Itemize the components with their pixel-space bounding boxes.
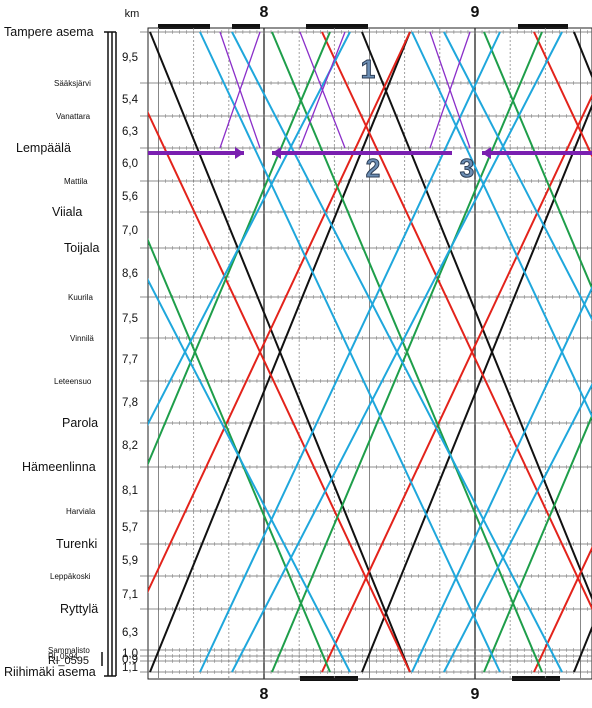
- station-label: Rl_0594: [48, 652, 78, 661]
- station-label: Sääksjärvi: [54, 79, 91, 88]
- train-path: [149, 31, 411, 673]
- km-distance-label: 7,0: [122, 225, 138, 237]
- km-distance-label: 7,1: [122, 589, 138, 601]
- station-label: Vinnilä: [70, 334, 94, 343]
- train-path: [429, 31, 471, 149]
- arrow-head: [482, 147, 491, 159]
- km-distance-label: 6,3: [122, 126, 138, 138]
- train-path: [411, 285, 592, 673]
- timeline-segment: [158, 24, 210, 29]
- train-path: [299, 31, 346, 149]
- station-labels: Tampere asema Sääksjärvi Vanattara Lempäälä…: [4, 25, 99, 679]
- km-header: km: [125, 8, 140, 20]
- km-distance-label: 6,0: [122, 158, 138, 170]
- plot-grid: [140, 27, 592, 680]
- train-path: [321, 93, 592, 673]
- km-labels: 9,5 5,4 6,3 6,0 5,6 7,0 8,6 7,5 7,7 7,8 8,2 8,1 5,7 5…: [122, 52, 139, 674]
- station-label: Ryttylä: [60, 602, 98, 616]
- km-distance-label: 8,6: [122, 268, 138, 280]
- station-label: Kuurila: [68, 293, 93, 302]
- train-path: [148, 31, 411, 594]
- station-label: Turenki: [56, 537, 97, 551]
- timeline-segment: [306, 24, 368, 29]
- station-label: Leteensuo: [54, 377, 92, 386]
- train-paths: [148, 31, 592, 673]
- km-distance-label: 7,7: [122, 354, 138, 366]
- km-distance-label: 5,6: [122, 191, 138, 203]
- callout-2: 2: [366, 153, 380, 183]
- km-distance-label: 9,5: [122, 52, 138, 64]
- timeline-segment: [232, 24, 260, 29]
- station-label: Vanattara: [56, 112, 91, 121]
- km-distance-label: 8,1: [122, 485, 138, 497]
- callout-3: 3: [460, 153, 474, 183]
- station-label: Toijala: [64, 241, 99, 255]
- train-path: [361, 103, 592, 673]
- hour-label-top-8: 8: [260, 4, 269, 21]
- station-label: Riihimäki asema: [4, 665, 96, 679]
- km-distance-label: 1,1: [122, 662, 138, 674]
- direction-arrows: [148, 147, 592, 159]
- train-path: [199, 31, 501, 673]
- km-distance-label: 5,4: [122, 94, 139, 106]
- train-path: [483, 31, 592, 291]
- station-label: Sammalisto: [48, 646, 90, 655]
- station-label: Parola: [62, 416, 98, 430]
- track-brackets: [101, 31, 117, 677]
- train-path: [483, 413, 592, 673]
- callout-1: 1: [361, 54, 375, 84]
- km-distance-label: 6,3: [122, 627, 138, 639]
- train-path: [271, 31, 543, 673]
- km-distance-label: 5,7: [122, 522, 138, 534]
- km-distance-label: 1,0: [122, 648, 138, 660]
- train-path: [533, 31, 592, 159]
- train-path: [443, 31, 592, 322]
- hour-label-top-9: 9: [471, 4, 480, 21]
- station-label: Rl_0595: [48, 655, 89, 667]
- station-label: Mattila: [64, 177, 88, 186]
- station-label: Tampere asema: [4, 25, 94, 39]
- train-path: [231, 31, 563, 673]
- hour-label-bottom-9: 9: [471, 686, 480, 703]
- km-distance-label: 5,9: [122, 555, 138, 567]
- station-label: Leppäkoski: [50, 572, 91, 581]
- km-distance-label: 0,9: [122, 654, 138, 666]
- km-distance-label: 8,2: [122, 440, 138, 452]
- train-path: [533, 545, 592, 673]
- km-distance-label: 7,8: [122, 397, 138, 409]
- arrow-head: [235, 147, 244, 159]
- station-label: Viiala: [52, 205, 82, 219]
- train-path: [148, 31, 351, 426]
- station-label: Lempäälä: [16, 141, 71, 155]
- timeline-segment: [518, 24, 568, 29]
- station-label: Harviala: [66, 507, 96, 516]
- hour-label-bottom-8: 8: [260, 686, 269, 703]
- station-label: Hämeenlinna: [22, 460, 96, 474]
- train-path: [148, 31, 331, 466]
- train-path: [219, 31, 261, 149]
- km-distance-label: 7,5: [122, 313, 138, 325]
- train-path: [443, 382, 592, 673]
- arrow-head: [272, 147, 281, 159]
